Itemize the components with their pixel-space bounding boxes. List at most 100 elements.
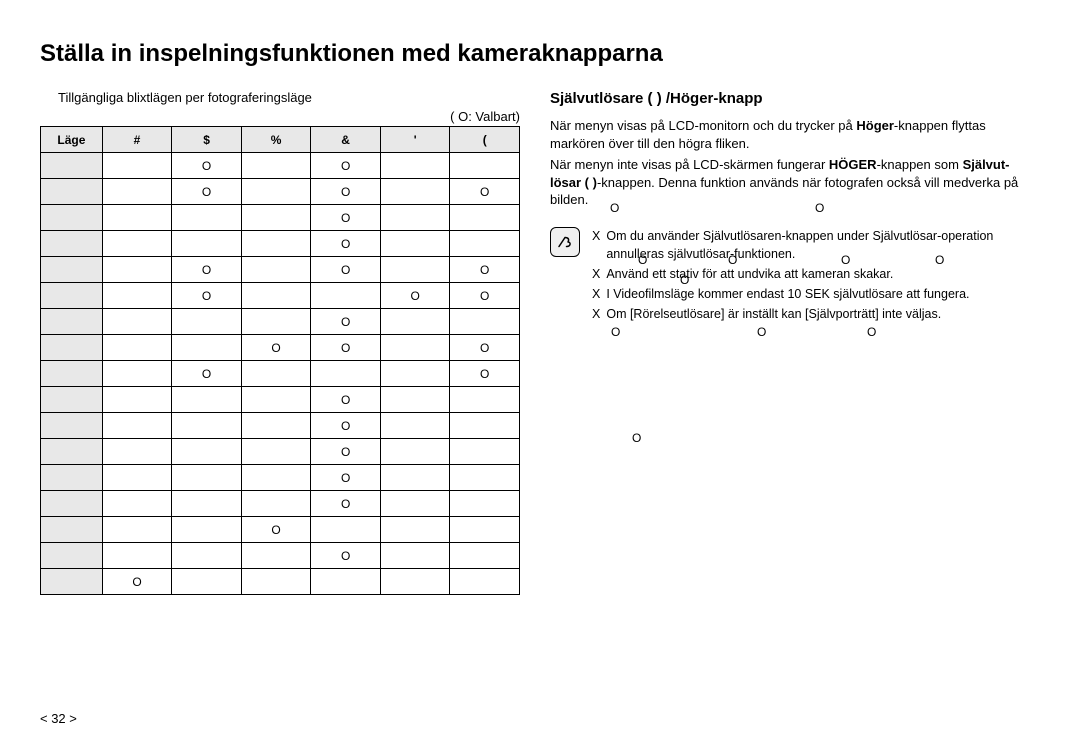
value-cell: [241, 439, 311, 465]
value-cell: [102, 283, 172, 309]
value-cell: O: [380, 283, 450, 309]
value-cell: O: [311, 205, 381, 231]
value-cell: [450, 153, 520, 179]
value-cell: O: [311, 309, 381, 335]
stray-mark: O: [815, 201, 824, 215]
value-cell: O: [311, 257, 381, 283]
p2-part-a: När menyn inte visas på LCD-skärmen fung…: [550, 157, 829, 172]
table-row: OOO: [41, 283, 520, 309]
table-row: OO: [41, 153, 520, 179]
value-cell: [380, 517, 450, 543]
mode-cell: [41, 491, 103, 517]
stray-mark: O: [610, 201, 619, 215]
value-cell: [380, 387, 450, 413]
value-cell: [102, 517, 172, 543]
value-cell: [450, 569, 520, 595]
value-cell: [380, 439, 450, 465]
table-row: O: [41, 413, 520, 439]
value-cell: O: [241, 517, 311, 543]
mode-table: Läge#$%&'( OOOOOOOOOOOOOOOOOOOOOOOOOOO: [40, 126, 520, 595]
value-cell: O: [311, 179, 381, 205]
mode-cell: [41, 283, 103, 309]
stray-mark: O: [757, 325, 766, 339]
value-cell: [172, 335, 242, 361]
value-cell: [450, 231, 520, 257]
value-cell: O: [311, 413, 381, 439]
table-row: O: [41, 387, 520, 413]
note-item: XI Videofilmsläge kommer endast 10 SEK s…: [592, 285, 1040, 303]
note-bullet: X: [592, 227, 600, 263]
value-cell: [102, 335, 172, 361]
value-cell: O: [311, 465, 381, 491]
stray-mark: O: [728, 253, 737, 267]
value-cell: [380, 179, 450, 205]
value-cell: [311, 361, 381, 387]
value-cell: [241, 283, 311, 309]
value-cell: [172, 569, 242, 595]
value-cell: [102, 543, 172, 569]
value-cell: [102, 491, 172, 517]
value-cell: O: [311, 231, 381, 257]
value-cell: [380, 491, 450, 517]
note-box: XOm du använder Självutlösaren-knappen u…: [550, 227, 1040, 326]
value-cell: O: [102, 569, 172, 595]
value-cell: [380, 257, 450, 283]
table-row: O: [41, 517, 520, 543]
table-caption: Tillgängliga blixtlägen per fotograferin…: [58, 90, 520, 105]
value-cell: O: [241, 335, 311, 361]
value-cell: [450, 543, 520, 569]
value-cell: [241, 179, 311, 205]
value-cell: O: [450, 335, 520, 361]
value-cell: [241, 309, 311, 335]
mode-cell: [41, 179, 103, 205]
paragraph-2: När menyn inte visas på LCD-skärmen fung…: [550, 156, 1040, 209]
value-cell: [450, 465, 520, 491]
content-columns: Tillgängliga blixtlägen per fotograferin…: [40, 90, 1040, 595]
table-header-cell: (: [450, 127, 520, 153]
mode-cell: [41, 465, 103, 491]
mode-cell: [41, 543, 103, 569]
stray-mark: O: [638, 253, 647, 267]
value-cell: O: [172, 361, 242, 387]
value-cell: [102, 361, 172, 387]
value-cell: [102, 465, 172, 491]
value-cell: [172, 491, 242, 517]
value-cell: [172, 387, 242, 413]
table-row: O: [41, 465, 520, 491]
value-cell: [172, 439, 242, 465]
value-cell: [102, 387, 172, 413]
value-cell: [102, 309, 172, 335]
value-cell: [102, 179, 172, 205]
note-list: XOm du använder Självutlösaren-knappen u…: [592, 227, 1040, 326]
value-cell: [241, 387, 311, 413]
note-bullet: X: [592, 305, 600, 323]
table-header-cell: #: [102, 127, 172, 153]
value-cell: O: [172, 153, 242, 179]
p2-part-b: -knappen som: [877, 157, 963, 172]
value-cell: [172, 231, 242, 257]
value-cell: [450, 439, 520, 465]
table-row: O: [41, 231, 520, 257]
table-row: O: [41, 491, 520, 517]
value-cell: [450, 205, 520, 231]
value-cell: [241, 465, 311, 491]
value-cell: O: [311, 387, 381, 413]
value-cell: O: [450, 179, 520, 205]
value-cell: [102, 439, 172, 465]
value-cell: [380, 413, 450, 439]
table-row: O: [41, 309, 520, 335]
value-cell: O: [450, 361, 520, 387]
value-cell: [102, 205, 172, 231]
table-header-cell: &: [311, 127, 381, 153]
p1-part-a: När menyn visas på LCD-monitorn och du t…: [550, 118, 856, 133]
value-cell: [450, 387, 520, 413]
value-cell: [380, 465, 450, 491]
value-cell: [380, 335, 450, 361]
stray-mark: O: [867, 325, 876, 339]
mode-cell: [41, 335, 103, 361]
value-cell: [380, 153, 450, 179]
value-cell: [450, 413, 520, 439]
value-cell: O: [172, 179, 242, 205]
note-icon: [550, 227, 580, 257]
table-row: O: [41, 439, 520, 465]
